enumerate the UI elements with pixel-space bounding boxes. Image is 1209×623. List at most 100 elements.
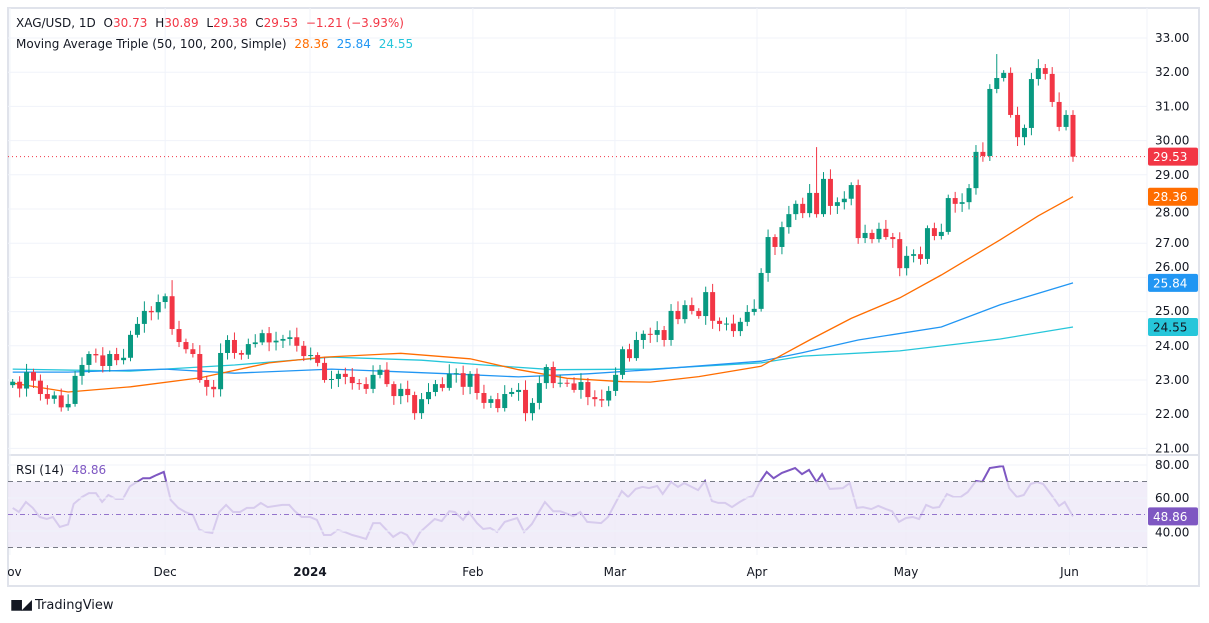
candle-body <box>730 323 736 332</box>
candle-body <box>827 178 833 206</box>
open-label: O <box>103 16 113 30</box>
candle-body <box>924 228 930 259</box>
ma-legend-title[interactable]: Moving Average Triple (50, 100, 200, Sim… <box>16 37 287 51</box>
candle-body <box>211 386 217 390</box>
candle-body <box>17 381 23 389</box>
price-tick-label: 23.00 <box>1155 373 1189 387</box>
candle-down <box>564 379 570 387</box>
candle-up <box>225 335 231 360</box>
candle-body <box>391 384 397 397</box>
candle-down <box>17 376 23 398</box>
candle-body <box>37 380 43 395</box>
candle-body <box>1001 72 1007 79</box>
candle-body <box>342 373 348 377</box>
candle-body <box>883 228 889 238</box>
price-tick-label: 27.00 <box>1155 236 1189 250</box>
candle-down <box>717 317 723 332</box>
time-tick-label: Jun <box>1059 565 1079 579</box>
candle-body <box>876 228 882 240</box>
candle-body <box>564 382 570 384</box>
candle-down <box>384 362 390 387</box>
candle-body <box>1042 68 1048 74</box>
candle-up <box>841 191 847 210</box>
candle-body <box>744 311 750 322</box>
candle-up <box>377 364 383 379</box>
candle-body <box>1070 114 1076 157</box>
candle-body <box>578 382 584 390</box>
candle-body <box>945 198 951 232</box>
candle-body <box>987 88 993 156</box>
candle-down <box>647 327 653 343</box>
candle-body <box>758 272 764 309</box>
candle-down <box>391 381 397 405</box>
open-value: 30.73 <box>113 16 148 30</box>
candle-body <box>869 232 875 240</box>
candle-up <box>633 331 639 361</box>
candle-down <box>626 343 632 362</box>
candle-body <box>10 381 16 386</box>
candle-down <box>176 320 182 348</box>
candle-body <box>1015 114 1021 138</box>
tradingview-brand[interactable]: ■◢ TradingView <box>10 597 114 613</box>
candle-up <box>807 184 813 218</box>
candle-body <box>474 373 480 393</box>
candle-down <box>1015 106 1021 146</box>
candle-body <box>703 292 709 317</box>
price-badge-label: 25.84 <box>1153 276 1187 290</box>
candle-body <box>966 188 972 203</box>
candle-body <box>952 198 958 204</box>
candle-up <box>640 330 646 349</box>
candle-body <box>717 320 723 324</box>
symbol-label[interactable]: XAG/USD, 1D <box>16 16 96 30</box>
candle-body <box>855 185 861 239</box>
candle-up <box>973 145 979 195</box>
candle-body <box>980 151 986 156</box>
candle-body <box>786 214 792 228</box>
candle-down <box>585 377 591 406</box>
candle-up <box>744 305 750 327</box>
candle-up <box>252 334 258 348</box>
candle-down <box>197 345 203 383</box>
candle-body <box>287 337 293 339</box>
candle-body <box>72 375 78 404</box>
candle-up <box>141 301 147 333</box>
candle-down <box>238 350 244 360</box>
ohlc-close: C29.53 <box>255 16 298 30</box>
candle-up <box>938 223 944 240</box>
rsi-badge-label: 48.86 <box>1153 510 1187 524</box>
time-tick-label: Apr <box>747 565 768 579</box>
candle-body <box>294 337 300 346</box>
price-tick-label: 30.00 <box>1155 134 1189 148</box>
candle-body <box>266 333 272 343</box>
candle-body <box>640 333 646 340</box>
candle-up <box>529 398 535 421</box>
candle-down <box>897 232 903 277</box>
candle-up <box>1001 70 1007 82</box>
price-badge-label: 29.53 <box>1153 150 1187 164</box>
candle-up <box>155 294 161 320</box>
candle-body <box>973 151 979 189</box>
candle-up <box>287 330 293 346</box>
candle-body <box>696 310 702 317</box>
price-tick-label: 28.00 <box>1155 206 1189 220</box>
rsi-tick-label: 60.00 <box>1155 491 1189 505</box>
candle-down <box>523 380 529 422</box>
chart-frame <box>7 7 1200 587</box>
candle-up <box>751 299 757 316</box>
candle-body <box>398 388 404 397</box>
candle-body <box>613 374 619 391</box>
candle-up <box>467 371 473 395</box>
candle-down <box>114 347 120 366</box>
candle-body <box>800 203 806 214</box>
candle-body <box>661 330 667 340</box>
candle-up <box>79 357 85 385</box>
ma100-value: 25.84 <box>336 37 371 51</box>
candle-up <box>446 364 452 391</box>
price-tick-label: 31.00 <box>1155 99 1189 113</box>
rsi-value: 48.86 <box>71 463 107 477</box>
candle-down <box>855 179 861 244</box>
candle-body <box>176 329 182 343</box>
candle-up <box>966 184 972 210</box>
rsi-legend-title[interactable]: RSI (14) <box>16 463 64 477</box>
